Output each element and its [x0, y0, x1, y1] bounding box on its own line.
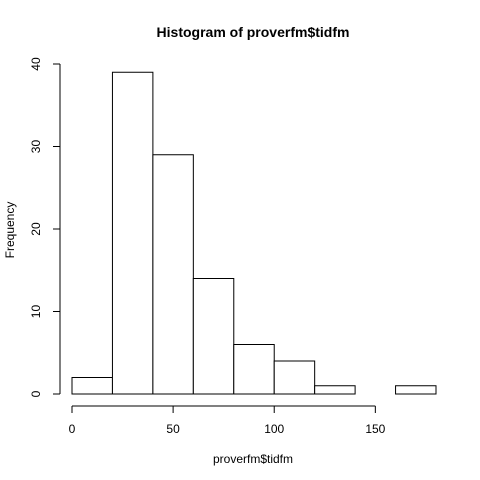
histogram-bar-8: [395, 385, 437, 395]
histogram-bar-0: [71, 377, 113, 395]
y-tick-label: 10: [29, 305, 43, 319]
bars-group: [71, 71, 437, 395]
y-tick-label: 0: [29, 390, 43, 397]
histogram-bar-1: [111, 71, 154, 395]
x-axis-label: proverfm$tidfm: [213, 452, 293, 466]
y-tick-label: 20: [29, 222, 43, 236]
x-tick-label: 100: [264, 422, 284, 436]
y-tick-label: 40: [29, 57, 43, 71]
histogram-bar-3: [192, 278, 235, 395]
x-axis: 0 50 100 150: [69, 405, 386, 436]
y-axis: 0 10 20 30 40: [29, 57, 61, 397]
histogram-bar-6: [314, 385, 356, 395]
x-tick-label: 50: [166, 422, 180, 436]
x-tick-label: 0: [69, 422, 76, 436]
histogram-bar-4: [233, 344, 275, 395]
y-axis-label: Frequency: [3, 202, 17, 259]
x-tick-label: 150: [365, 422, 385, 436]
histogram-bar-5: [273, 360, 316, 395]
chart-title: Histogram of proverfm$tidfm: [157, 24, 350, 40]
histogram-bar-2: [152, 154, 194, 395]
y-tick-label: 30: [29, 140, 43, 154]
